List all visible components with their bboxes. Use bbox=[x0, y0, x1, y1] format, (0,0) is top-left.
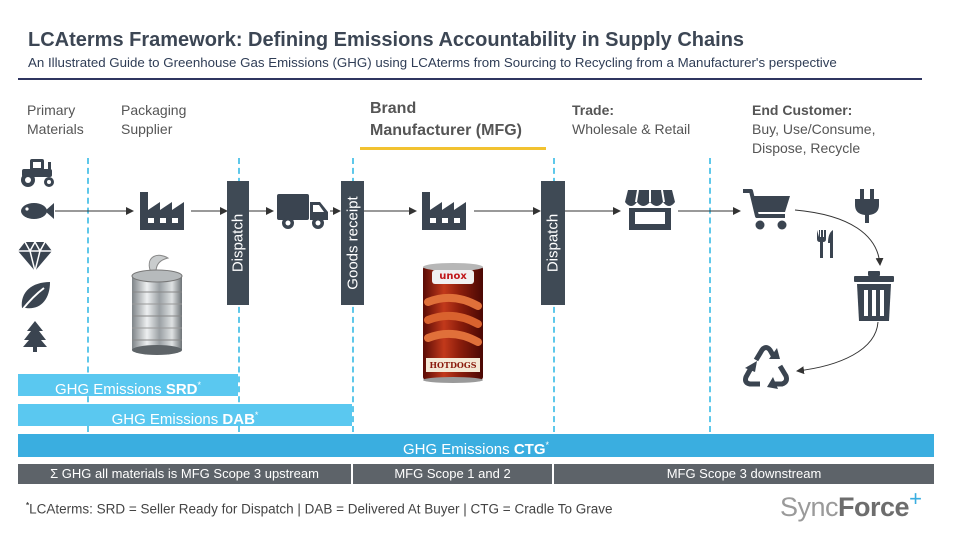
separator-1 bbox=[87, 158, 89, 432]
can-brand-label: unox bbox=[439, 271, 467, 282]
logo-plus: + bbox=[909, 486, 922, 511]
page-title: LCAterms Framework: Defining Emissions A… bbox=[28, 29, 745, 51]
scope-downstream-bar: MFG Scope 3 downstream bbox=[554, 464, 934, 484]
ghg-ctg-bar: GHG Emissions CTG* bbox=[18, 434, 934, 458]
tin-can-image bbox=[131, 254, 183, 355]
stage-packaging-line1: Packaging bbox=[121, 102, 187, 118]
fish-icon bbox=[21, 203, 54, 219]
stage-trade: Trade: Wholesale & Retail bbox=[572, 101, 690, 139]
cart-icon bbox=[743, 189, 790, 230]
scope-1-2-bar: MFG Scope 1 and 2 bbox=[353, 464, 552, 484]
stage-packaging-line2: Supplier bbox=[121, 121, 173, 137]
stage-brand-manufacturer: Brand Manufacturer (MFG) bbox=[370, 98, 522, 142]
ghg-srd-star: * bbox=[197, 380, 202, 390]
page-subtitle: An Illustrated Guide to Greenhouse Gas E… bbox=[28, 55, 837, 70]
dispatch-bar-2: Dispatch bbox=[541, 181, 565, 305]
stage-brand-line2: Manufacturer (MFG) bbox=[370, 122, 522, 139]
footnote-star: * bbox=[26, 501, 30, 510]
logo-sync: Sync bbox=[780, 492, 839, 522]
header-rule bbox=[18, 78, 922, 80]
ghg-ctg-term: CTG bbox=[513, 441, 546, 458]
dispatch-bar-1: Dispatch bbox=[227, 181, 249, 305]
scope-upstream-bar: Σ GHG all materials is MFG Scope 3 upstr… bbox=[18, 464, 351, 484]
ghg-srd-bar: GHG Emissions SRD* bbox=[18, 374, 238, 398]
tractor-icon bbox=[21, 159, 54, 187]
goods-receipt-bar: Goods receipt bbox=[341, 181, 364, 305]
footnote-text: LCAterms: SRD = Seller Ready for Dispatc… bbox=[29, 501, 613, 517]
plug-icon bbox=[855, 189, 879, 223]
dispatch-label-1: Dispatch bbox=[229, 213, 247, 273]
stage-primary-line1: Primary bbox=[27, 102, 76, 118]
stage-primary-line2: Materials bbox=[27, 121, 84, 137]
ghg-ctg-star: * bbox=[545, 440, 550, 450]
mfg-highlight-underline bbox=[360, 147, 546, 150]
recycle-icon bbox=[743, 345, 789, 389]
logo-force: Force bbox=[838, 492, 910, 522]
cutlery-icon bbox=[817, 230, 833, 258]
ghg-dab-term: DAB bbox=[222, 411, 255, 428]
syncforce-logo: SyncForce+ bbox=[780, 486, 922, 523]
tree-icon bbox=[23, 321, 47, 352]
separator-5 bbox=[709, 158, 711, 432]
gem-icon bbox=[18, 240, 52, 272]
ghg-srd-term: SRD bbox=[165, 381, 198, 398]
leaf-icon bbox=[21, 282, 50, 311]
footnote: *LCAterms: SRD = Seller Ready for Dispat… bbox=[26, 501, 613, 517]
stage-end-line2: Buy, Use/Consume, bbox=[752, 121, 876, 137]
stage-brand-line1: Brand bbox=[370, 100, 417, 117]
stage-end-line1: End Customer: bbox=[752, 102, 853, 118]
goods-receipt-label: Goods receipt bbox=[344, 196, 361, 290]
stage-end-line3: Dispose, Recycle bbox=[752, 140, 861, 156]
can-product-label: HOTDOGS bbox=[429, 360, 477, 370]
ghg-ctg-prefix: GHG Emissions bbox=[402, 441, 510, 458]
truck-icon bbox=[277, 194, 328, 229]
ghg-dab-bar: GHG Emissions DAB* bbox=[18, 404, 352, 428]
ghg-dab-star: * bbox=[254, 410, 259, 420]
trash-icon bbox=[854, 271, 894, 321]
stage-primary-materials: Primary Materials bbox=[27, 101, 84, 139]
hotdog-can-image: unox HOTDOGS bbox=[420, 262, 486, 384]
stage-packaging-supplier: Packaging Supplier bbox=[121, 101, 186, 139]
stage-trade-line2: Wholesale & Retail bbox=[572, 121, 691, 137]
store-icon bbox=[625, 189, 675, 230]
ghg-dab-prefix: GHG Emissions bbox=[111, 411, 219, 428]
dispatch-label-2: Dispatch bbox=[544, 213, 562, 273]
stage-trade-line1: Trade: bbox=[572, 102, 615, 118]
ghg-srd-prefix: GHG Emissions bbox=[54, 381, 162, 398]
stage-end-customer: End Customer: Buy, Use/Consume, Dispose,… bbox=[752, 101, 875, 158]
factory-icon bbox=[140, 192, 184, 230]
mfg-factory-icon bbox=[422, 192, 466, 230]
